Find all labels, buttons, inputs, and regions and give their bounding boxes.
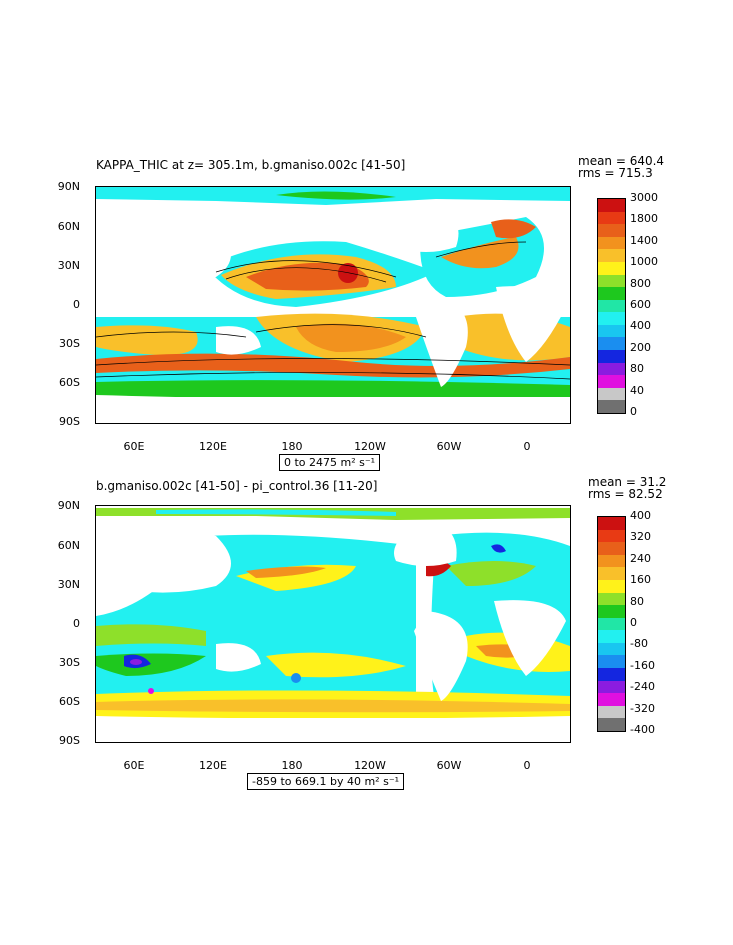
lon-label: 0 (523, 440, 531, 453)
lat-label: 30S (59, 337, 80, 350)
lon-label: 60E (123, 759, 145, 772)
lat-label: 30N (57, 578, 80, 591)
colorbar-label: 240 (630, 551, 651, 565)
lat-label: 90N (57, 180, 80, 193)
lat-label: 60N (57, 539, 80, 552)
lat-label: 0 (73, 298, 80, 311)
colorbar-swatch (598, 387, 625, 401)
colorbar-swatch (598, 705, 625, 719)
colorbar-label: -320 (630, 701, 655, 715)
lon-label: 120W (354, 440, 386, 453)
lon-label: 180 (281, 440, 303, 453)
lat-label: 90N (57, 499, 80, 512)
colorbar-swatch (598, 299, 625, 313)
colorbar-label: 1400 (630, 233, 658, 247)
colorbar-swatch (598, 362, 625, 376)
colorbar-label: 80 (630, 594, 644, 608)
colorbar-swatch (598, 655, 625, 669)
colorbar-label: 600 (630, 298, 651, 311)
lat-label: 60N (57, 220, 80, 233)
colorbar-swatch (598, 554, 625, 568)
colorbar-label: -240 (630, 680, 655, 694)
lon-label: 0 (523, 759, 531, 772)
panel1-stats: mean = 640.4 rms = 715.3 (578, 154, 665, 180)
colorbar-label: 400 (630, 319, 651, 333)
panel1-colorbar (597, 198, 626, 414)
panel2-range: -859 to 669.1 by 40 m² s⁻¹ (247, 773, 405, 790)
colorbar-label: 400 (630, 509, 651, 522)
panel1-range: 0 to 2475 m² s⁻¹ (279, 454, 381, 471)
colorbar-label: -400 (630, 723, 655, 736)
colorbar-swatch (598, 249, 625, 263)
lon-label: 120E (199, 440, 227, 453)
panel2-title: b.gmaniso.002c [41-50] - pi_control.36 [… (96, 479, 378, 493)
colorbar-swatch (598, 605, 625, 619)
colorbar-swatch (598, 542, 625, 556)
colorbar-swatch (598, 375, 625, 389)
lon-label: 60W (436, 440, 462, 453)
colorbar-label: 1000 (630, 255, 658, 269)
colorbar-swatch (598, 337, 625, 351)
lat-label: 30S (59, 656, 80, 669)
colorbar-swatch (598, 312, 625, 326)
colorbar-label: 0 (630, 616, 637, 629)
lat-label: 60S (59, 695, 80, 708)
panel2-colorbar (597, 516, 626, 732)
colorbar-label: 200 (630, 340, 651, 354)
colorbar-swatch (598, 617, 625, 631)
lon-label: 60W (436, 759, 462, 772)
colorbar-swatch (598, 693, 625, 707)
colorbar-swatch (598, 261, 625, 276)
colorbar-swatch (598, 400, 625, 414)
lon-label: 180 (281, 759, 303, 772)
panel2-map (95, 505, 571, 743)
panel1-title: KAPPA_THIC at z= 305.1m, b.gmaniso.002c … (96, 158, 406, 172)
colorbar-label: 80 (630, 362, 644, 376)
colorbar-swatch (598, 642, 625, 656)
colorbar-label: -160 (630, 658, 655, 672)
colorbar-swatch (598, 274, 625, 288)
colorbar-swatch (598, 668, 625, 682)
colorbar-swatch (598, 199, 625, 213)
colorbar-swatch (598, 567, 625, 581)
colorbar-swatch (598, 579, 625, 594)
lon-label: 120E (199, 759, 227, 772)
lat-label: 60S (59, 376, 80, 389)
colorbar-swatch (598, 592, 625, 606)
colorbar-label: 800 (630, 276, 651, 290)
colorbar-label: 1800 (630, 212, 658, 226)
panel2-stats: mean = 31.2 rms = 82.52 (588, 475, 667, 501)
lat-label: 0 (73, 617, 80, 630)
colorbar-label: 3000 (630, 191, 658, 204)
colorbar-swatch (598, 517, 625, 531)
colorbar-label: 40 (630, 383, 644, 397)
colorbar-swatch (598, 718, 625, 732)
lon-label: 60E (123, 440, 145, 453)
colorbar-label: 320 (630, 530, 651, 544)
lon-label: 120W (354, 759, 386, 772)
colorbar-swatch (598, 529, 625, 543)
colorbar-swatch (598, 630, 625, 644)
colorbar-label: -80 (630, 637, 648, 651)
lat-label: 30N (57, 259, 80, 272)
colorbar-swatch (598, 350, 625, 364)
colorbar-swatch (598, 324, 625, 338)
lat-label: 90S (59, 734, 80, 747)
colorbar-swatch (598, 211, 625, 225)
colorbar-label: 0 (630, 405, 637, 418)
colorbar-swatch (598, 224, 625, 238)
colorbar-swatch (598, 236, 625, 250)
colorbar-label: 160 (630, 573, 651, 587)
panel1-map (95, 186, 571, 424)
colorbar-swatch (598, 680, 625, 694)
colorbar-swatch (598, 287, 625, 301)
lat-label: 90S (59, 415, 80, 428)
